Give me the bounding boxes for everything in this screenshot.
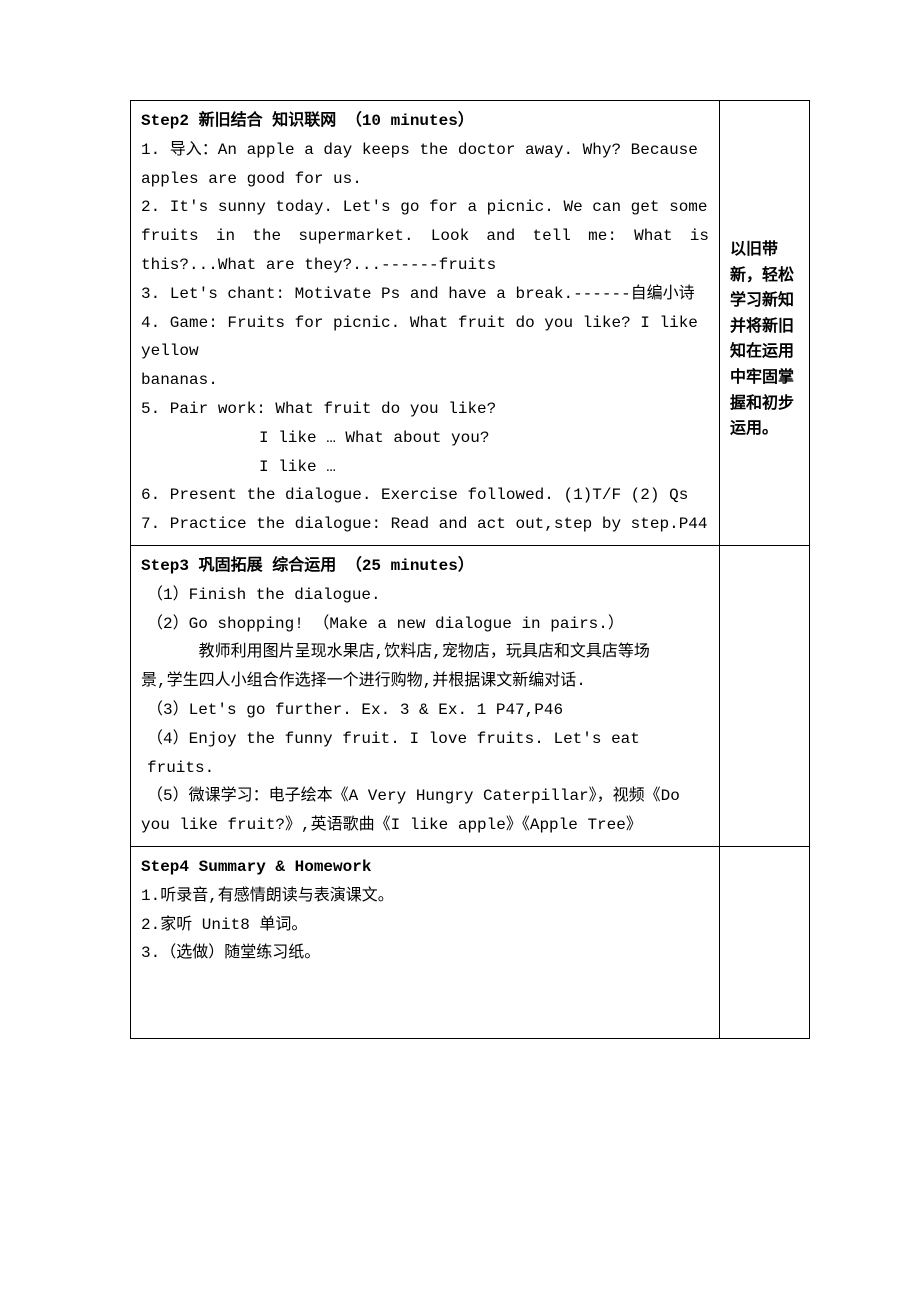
step2-line1b: apples are good for us. [141,165,709,194]
step2-line1a: 1. 导入：An apple a day keeps the doctor aw… [141,136,709,165]
step2-line4a: 4. Game: Fruits for picnic. What fruit d… [141,309,709,367]
step2-row: Step2 新旧结合 知识联网 （10 minutes） 1. 导入：An ap… [131,101,810,546]
step3-title: Step3 巩固拓展 综合运用 （25 minutes） [141,552,709,581]
step3-note-cell [720,545,810,846]
step2-line2c: this?...What are they?...------fruits [141,251,709,280]
step2-line2b: fruits in the supermarket. Look and tell… [141,222,709,251]
step2-line7: 7. Practice the dialogue: Read and act o… [141,510,709,539]
step3-item2: （2）Go shopping! （Make a new dialogue in … [141,610,709,639]
step2-note-cell: 以旧带新，轻松学习新知并将新旧知在运用中牢固掌握和初步运用。 [720,101,810,546]
step3-item2-desc1: 教师利用图片呈现水果店,饮料店,宠物店，玩具店和文具店等场 [141,638,709,667]
lesson-plan-table: Step2 新旧结合 知识联网 （10 minutes） 1. 导入：An ap… [130,100,810,1039]
step2-line5: 5. Pair work: What fruit do you like? [141,395,709,424]
step3-item5b: you like fruit?》,英语歌曲《I like apple》《Appl… [141,811,709,840]
step3-content-cell: Step3 巩固拓展 综合运用 （25 minutes） （1）Finish t… [131,545,720,846]
step2-line3: 3. Let's chant: Motivate Ps and have a b… [141,280,709,309]
step4-line3: 3.（选做）随堂练习纸。 [141,939,709,968]
step2-line6: 6. Present the dialogue. Exercise follow… [141,481,709,510]
step2-note-text: 以旧带新，轻松学习新知并将新旧知在运用中牢固掌握和初步运用。 [730,237,799,442]
step3-item1: （1）Finish the dialogue. [141,581,709,610]
step4-content-cell: Step4 Summary & Homework 1.听录音,有感情朗读与表演课… [131,846,720,1038]
step3-row: Step3 巩固拓展 综合运用 （25 minutes） （1）Finish t… [131,545,810,846]
step2-line4b: bananas. [141,366,709,395]
step4-title: Step4 Summary & Homework [141,853,709,882]
step3-item5a: （5）微课学习：电子绘本《A Very Hungry Caterpillar》，… [141,782,709,811]
step2-content-cell: Step2 新旧结合 知识联网 （10 minutes） 1. 导入：An ap… [131,101,720,546]
step3-item2-desc2: 景,学生四人小组合作选择一个进行购物,并根据课文新编对话. [141,667,709,696]
step4-line1: 1.听录音,有感情朗读与表演课文。 [141,882,709,911]
step4-row: Step4 Summary & Homework 1.听录音,有感情朗读与表演课… [131,846,810,1038]
step2-line5-sub2: I like … [141,453,709,482]
step4-line2: 2.家听 Unit8 单词。 [141,911,709,940]
step3-item3: （3）Let's go further. Ex. 3 & Ex. 1 P47,P… [141,696,709,725]
step2-title: Step2 新旧结合 知识联网 （10 minutes） [141,107,709,136]
step2-line5-sub1: I like … What about you? [141,424,709,453]
step2-line2a: 2. It's sunny today. Let's go for a picn… [141,193,709,222]
step3-item4: （4）Enjoy the funny fruit. I love fruits.… [141,725,709,783]
step4-note-cell [720,846,810,1038]
